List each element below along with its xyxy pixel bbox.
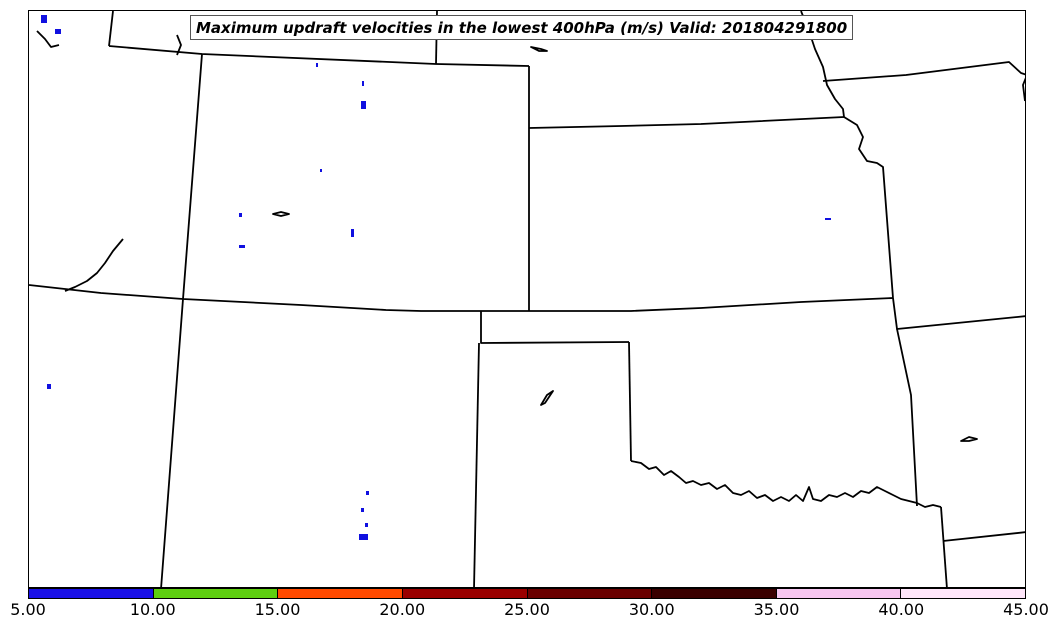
colorbar-tick-label: 10.00 xyxy=(129,600,176,619)
state-boundary-ar-tx xyxy=(940,506,948,587)
map-canvas xyxy=(29,11,1025,587)
red-river-boundary xyxy=(630,460,942,508)
colorbar-segment xyxy=(652,589,777,598)
lake-ar xyxy=(960,436,978,442)
colorbar-tick-label: 35.00 xyxy=(753,600,800,619)
lake-id xyxy=(36,30,60,48)
state-boundary-ok-tx xyxy=(628,341,632,462)
colorbar-tick-label: 25.00 xyxy=(504,600,550,619)
reservoir-co xyxy=(272,211,290,217)
updraft-cell xyxy=(362,81,364,86)
state-boundary-wy-co xyxy=(108,45,530,67)
colorbar-segment xyxy=(901,589,1025,598)
updraft-cell xyxy=(366,491,369,495)
state-boundary-ar-la xyxy=(942,531,1025,542)
state-boundary-ia-il xyxy=(1022,77,1025,102)
colorbar-tick-label: 5.00 xyxy=(10,600,46,619)
state-boundary-ks-mo xyxy=(843,116,894,299)
updraft-cell xyxy=(316,63,318,67)
state-boundary-ia-mo xyxy=(822,61,1025,82)
colorbar-tick-label: 45.00 xyxy=(1003,600,1049,619)
updraft-cells xyxy=(41,15,831,540)
state-boundary-ne-ks xyxy=(528,116,845,129)
updraft-cell xyxy=(365,523,368,527)
river-ut xyxy=(64,238,124,292)
state-boundary-nm-tx xyxy=(473,342,480,587)
lake-wy xyxy=(530,46,548,52)
updraft-cell xyxy=(55,29,61,34)
colorbar-segment xyxy=(776,589,902,598)
updraft-cell xyxy=(825,218,831,220)
updraft-cell xyxy=(361,508,364,512)
updraft-cell xyxy=(47,384,51,389)
state-boundary-ok-panhandle xyxy=(480,311,630,344)
state-boundary-mo-ar xyxy=(892,297,1025,330)
state-boundary-ok-ar xyxy=(896,328,918,507)
state-boundary-id-wy xyxy=(108,11,114,47)
colorbar-tick-label: 20.00 xyxy=(379,600,426,619)
river-ne xyxy=(176,34,182,56)
state-boundary-co-west xyxy=(160,53,203,587)
colorbar-segment xyxy=(278,589,403,598)
updraft-cell xyxy=(320,169,322,172)
colorbar-segment xyxy=(527,589,653,598)
updraft-cell xyxy=(239,213,242,217)
colorbar-segment xyxy=(153,589,279,598)
colorbar-tick-label: 40.00 xyxy=(878,600,925,619)
map-title: Maximum updraft velocities in the lowest… xyxy=(190,15,854,40)
map-panel xyxy=(28,10,1026,588)
updraft-cell xyxy=(41,15,47,23)
updraft-cell xyxy=(361,101,366,109)
state-boundary-co-nm xyxy=(29,284,894,312)
colorbar-segment xyxy=(29,589,154,598)
colorbar-tick-label: 30.00 xyxy=(628,600,675,619)
colorbar xyxy=(28,588,1026,599)
updraft-cell xyxy=(239,245,245,248)
river-nm xyxy=(540,390,554,406)
colorbar-tick-label: 15.00 xyxy=(254,600,301,619)
updraft-cell xyxy=(351,229,354,237)
colorbar-segment xyxy=(402,589,528,598)
updraft-cell xyxy=(359,534,368,540)
